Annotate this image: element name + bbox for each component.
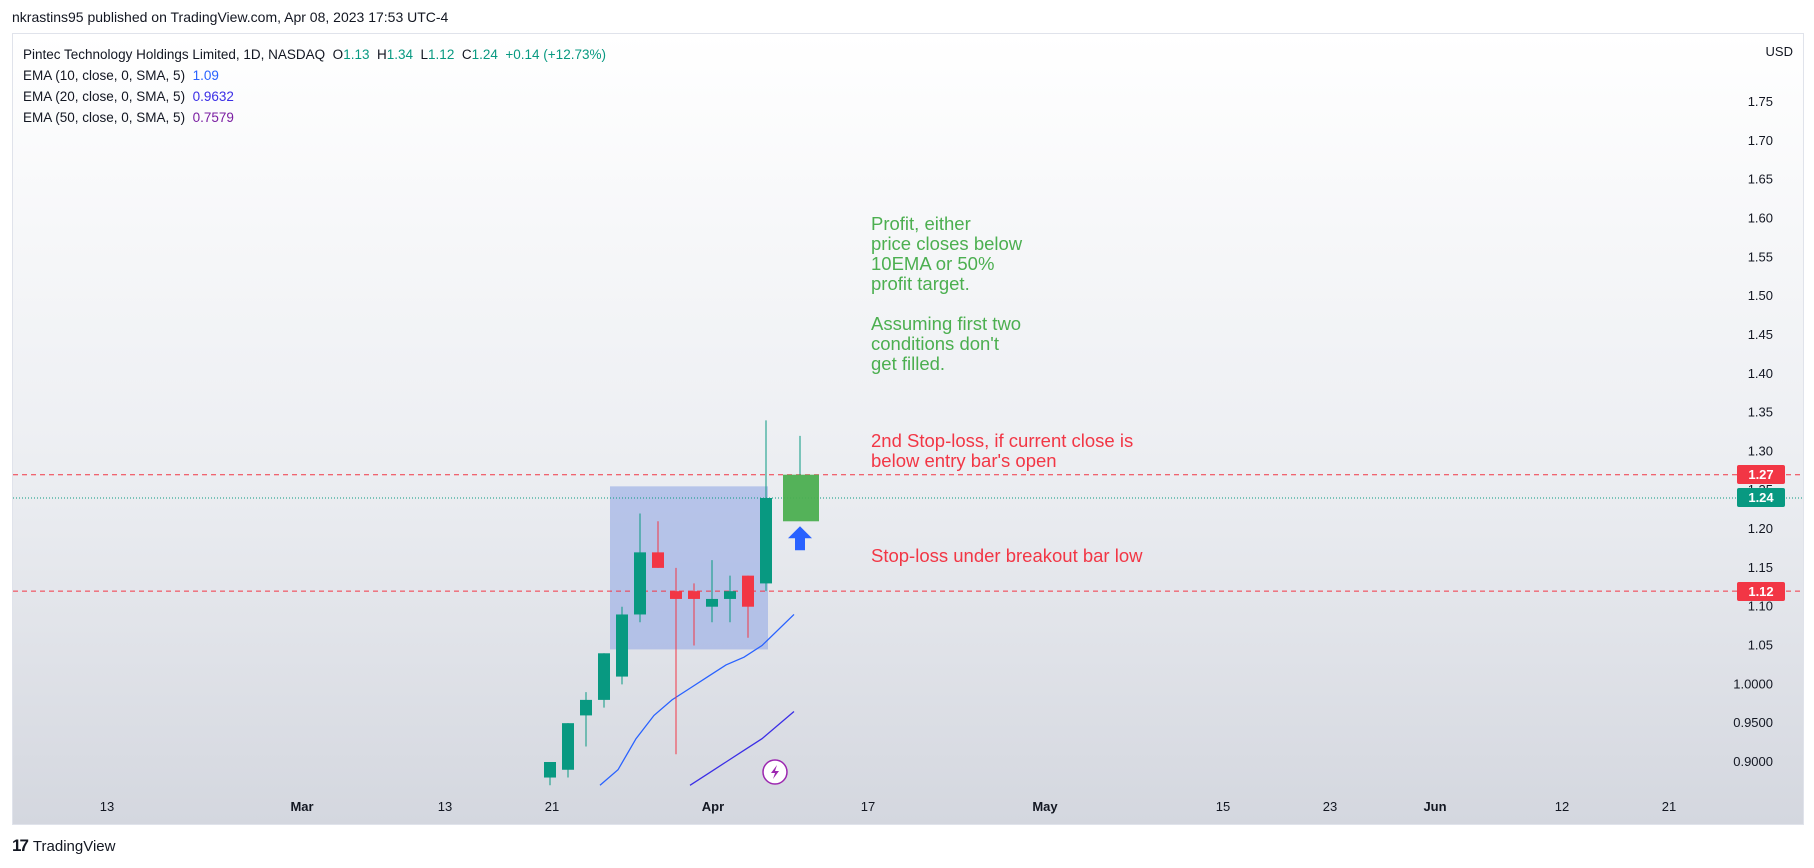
x-tick-label: Jun [1423, 799, 1446, 814]
ema50-value: 0.7579 [192, 110, 234, 125]
y-tick-label: 1.0000 [1733, 676, 1773, 691]
x-tick-label: 17 [861, 799, 875, 814]
ema20-value: 0.9632 [192, 89, 234, 104]
x-tick-label: 12 [1555, 799, 1569, 814]
candle-body [670, 591, 682, 599]
ohlc-low-label: L [420, 47, 429, 62]
y-tick-label: 1.10 [1748, 599, 1773, 614]
ohlc-close: 1.24 [471, 47, 498, 62]
candle-body [562, 723, 574, 770]
x-tick-label: 13 [100, 799, 114, 814]
ohlc-close-label: C [461, 47, 472, 62]
y-tick-label: 1.55 [1748, 249, 1773, 264]
y-tick-label: 1.35 [1748, 405, 1773, 420]
symbol-name[interactable]: Pintec Technology Holdings Limited, 1D, … [23, 47, 326, 62]
currency-label: USD [1765, 44, 1793, 59]
candle-body [634, 552, 646, 615]
profit-annotation[interactable]: Profit, either price closes below 10EMA … [871, 213, 1023, 374]
tradingview-brand: TradingView [32, 837, 116, 855]
ema-line [599, 614, 795, 786]
price-tag-stop2: 1.27 [1737, 465, 1785, 485]
stop-loss-2-annotation[interactable]: 2nd Stop-loss, if current close is below… [871, 430, 1134, 471]
y-tick-label: 1.75 [1748, 94, 1773, 109]
y-tick-label: 1.20 [1748, 521, 1773, 536]
candle-body [580, 699, 592, 716]
y-tick-label: 1.40 [1748, 366, 1773, 381]
x-tick-label: 23 [1323, 799, 1337, 814]
lightning-icon [771, 765, 779, 779]
price-tag-current: 1.24 [1737, 488, 1785, 508]
y-tick-label: 1.70 [1748, 133, 1773, 148]
candle-body [742, 575, 754, 607]
x-tick-label: Mar [290, 799, 313, 814]
candle-body [760, 497, 772, 584]
ema50-label: EMA (50, close, 0, SMA, 5) [23, 110, 186, 125]
legend-ema50-row[interactable]: EMA (50, close, 0, SMA, 5) 0.7579 [23, 107, 606, 128]
entry-arrow-icon [788, 526, 812, 551]
candle-body [652, 552, 664, 568]
tradingview-logo-icon: 17 [12, 836, 29, 855]
x-tick-label: 15 [1216, 799, 1230, 814]
legend-symbol-row: Pintec Technology Holdings Limited, 1D, … [23, 44, 606, 65]
ema10-label: EMA (10, close, 0, SMA, 5) [23, 68, 186, 83]
x-tick-label: 21 [1662, 799, 1676, 814]
publish-info: nkrastins95 published on TradingView.com… [12, 9, 449, 25]
x-tick-label: 21 [545, 799, 559, 814]
candle-body [688, 591, 700, 599]
legend-ema10-row[interactable]: EMA (10, close, 0, SMA, 5) 1.09 [23, 65, 606, 86]
tradingview-logo[interactable]: 17 TradingView [12, 836, 115, 856]
y-tick-label: 1.15 [1748, 560, 1773, 575]
price-change: +0.14 (+12.73%) [505, 47, 606, 62]
ema20-label: EMA (20, close, 0, SMA, 5) [23, 89, 186, 104]
ema-line [689, 711, 795, 786]
y-tick-label: 0.9500 [1733, 715, 1773, 730]
legend-ema20-row[interactable]: EMA (20, close, 0, SMA, 5) 0.9632 [23, 86, 606, 107]
stop-loss-1-annotation[interactable]: Stop-loss under breakout bar low [871, 545, 1143, 566]
y-tick-label: 1.45 [1748, 327, 1773, 342]
candle-body [598, 653, 610, 700]
candle-body [706, 598, 718, 607]
candle-body [616, 614, 628, 677]
x-tick-label: Apr [702, 799, 724, 814]
price-tag-stop1: 1.12 [1737, 581, 1785, 601]
candle-body [724, 591, 736, 599]
entry-box [783, 474, 819, 522]
consolidation-box [610, 486, 768, 650]
y-tick-label: 1.05 [1748, 638, 1773, 653]
ohlc-high: 1.34 [386, 47, 414, 62]
chart-legend: Pintec Technology Holdings Limited, 1D, … [23, 44, 606, 128]
y-tick-label: 1.60 [1748, 210, 1773, 225]
ohlc-low: 1.12 [428, 47, 455, 62]
x-tick-label: 13 [438, 799, 452, 814]
y-tick-label: 1.50 [1748, 288, 1773, 303]
ohlc-open: 1.13 [343, 47, 370, 62]
x-tick-label: May [1032, 799, 1058, 814]
ema10-value: 1.09 [192, 68, 219, 83]
ohlc-open-label: O [332, 47, 344, 62]
price-chart[interactable]: 1.75 1.70 1.65 1.60 1.55 1.50 1.45 1.40 1.35 1.30… [13, 34, 1803, 824]
y-tick-label: 0.9000 [1733, 754, 1773, 769]
ohlc-high-label: H [376, 47, 387, 62]
y-tick-label: 1.30 [1748, 443, 1773, 458]
y-tick-label: 1.65 [1748, 172, 1773, 187]
chart-panel[interactable]: 1.75 1.70 1.65 1.60 1.55 1.50 1.45 1.40 1.35 1.30… [12, 33, 1804, 825]
candle-body [544, 761, 556, 778]
